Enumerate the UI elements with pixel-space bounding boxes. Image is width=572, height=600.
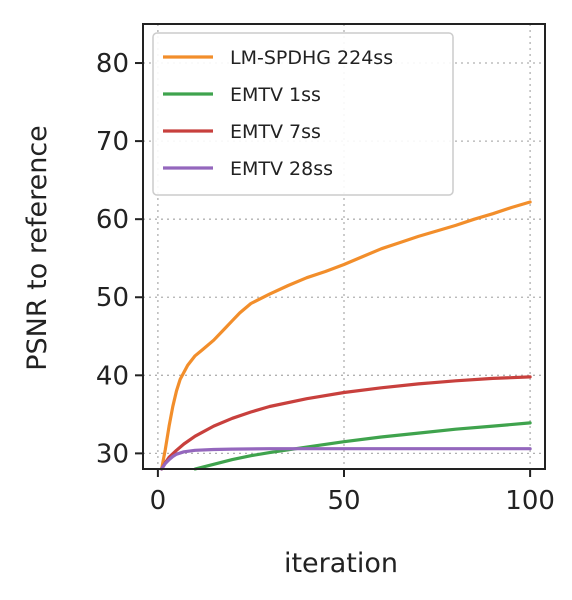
series-line (193, 421, 532, 471)
y-axis-title: PSNR to reference (22, 125, 53, 371)
y-tick-label: 60 (96, 205, 129, 235)
series-line (160, 375, 532, 471)
x-tick-label: 0 (150, 486, 167, 516)
axis-ticks: 0 50 100 30 40 50 60 70 80 (96, 49, 555, 516)
y-tick-label: 30 (96, 439, 129, 469)
series-lines (160, 200, 532, 471)
x-axis-title: iteration (284, 548, 398, 579)
legend: LM-SPDHG 224ss EMTV 1ss EMTV 7ss EMTV 28ss (152, 32, 454, 196)
series-line (160, 447, 532, 471)
y-tick-label: 50 (96, 283, 129, 313)
legend-box (152, 32, 454, 196)
legend-label: EMTV 7ss (230, 121, 321, 143)
y-tick-label: 80 (96, 49, 129, 79)
legend-label: LM-SPDHG 224ss (230, 47, 393, 69)
y-tick-label: 70 (96, 127, 129, 157)
x-tick-label: 100 (505, 486, 555, 516)
legend-label: EMTV 28ss (230, 158, 333, 180)
legend-label: EMTV 1ss (230, 84, 321, 106)
x-tick-label: 50 (327, 486, 360, 516)
series-line (160, 200, 532, 471)
y-tick-label: 40 (96, 361, 129, 391)
